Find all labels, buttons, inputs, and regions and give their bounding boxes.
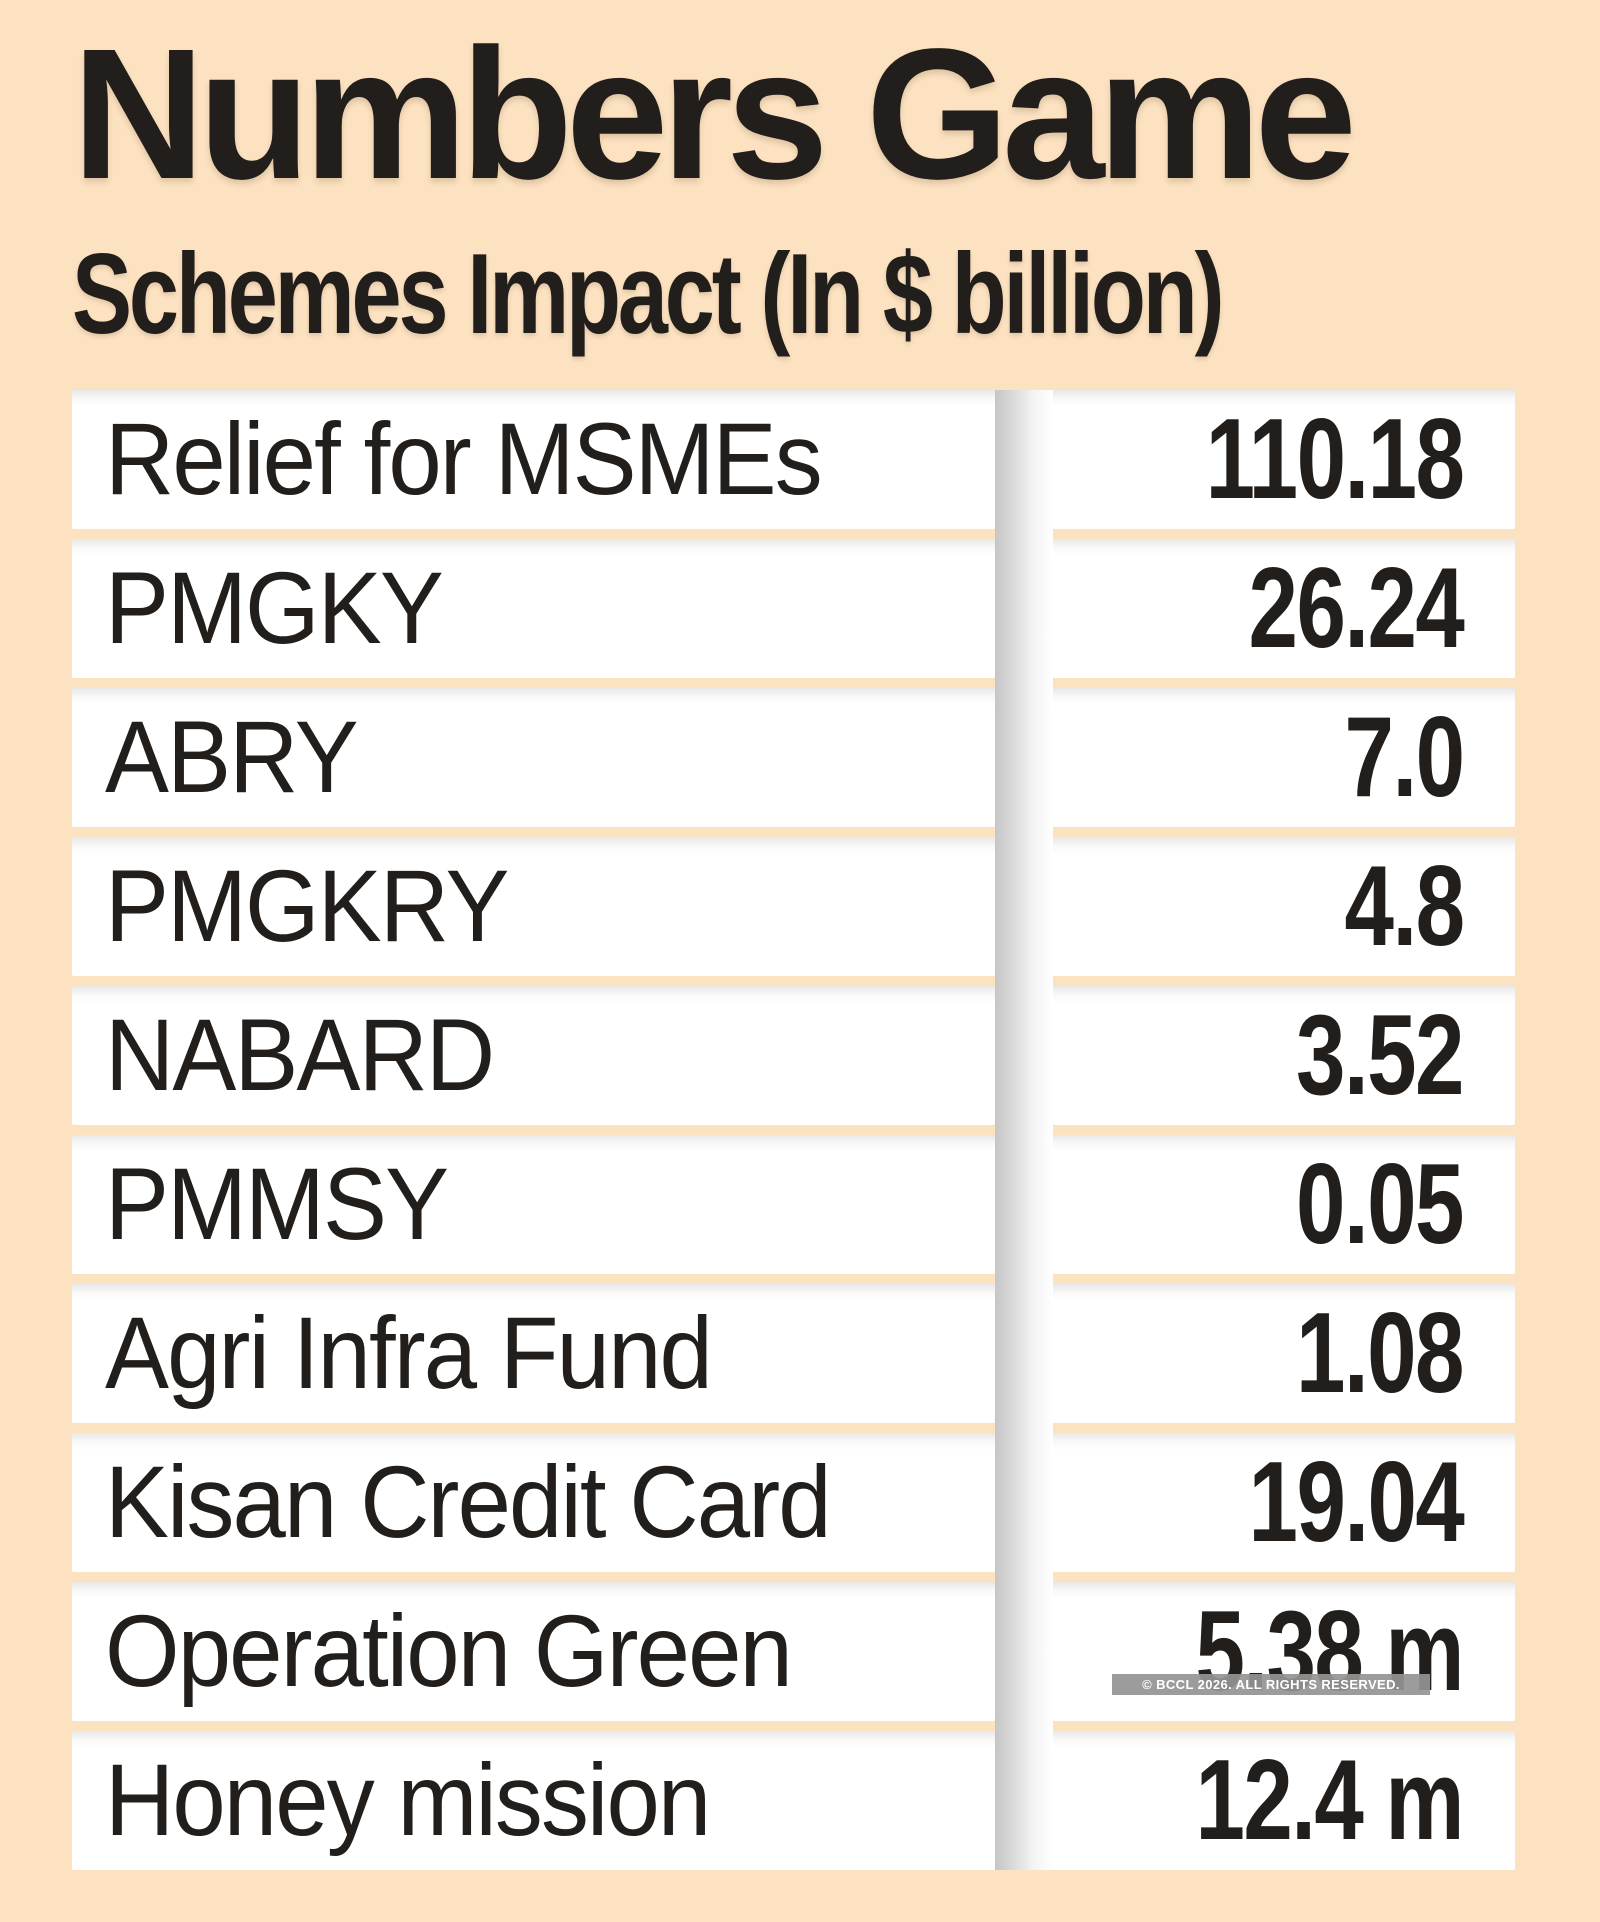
scheme-value-cell: 5.38 m [1053, 1582, 1515, 1721]
scheme-label: Honey mission [105, 1743, 711, 1857]
table-row: NABARD 3.52 [72, 986, 1515, 1125]
scheme-label-cell: NABARD [72, 986, 995, 1125]
scheme-label-cell: PMGKRY [72, 837, 995, 976]
column-gap [995, 1582, 1053, 1721]
scheme-value-cell: 26.24 [1053, 539, 1515, 678]
scheme-value: 12.4 m [1195, 1737, 1465, 1864]
column-gap [995, 688, 1053, 827]
scheme-value: 4.8 [1344, 843, 1465, 970]
scheme-value-cell: 12.4 m [1053, 1731, 1515, 1870]
scheme-value-cell: 19.04 [1053, 1433, 1515, 1572]
scheme-label-cell: ABRY [72, 688, 995, 827]
scheme-value: 26.24 [1248, 545, 1464, 672]
scheme-label-cell: PMMSY [72, 1135, 995, 1274]
scheme-label-cell: Honey mission [72, 1731, 995, 1870]
column-divider-stripe [995, 390, 1053, 1870]
scheme-label: Agri Infra Fund [105, 1296, 713, 1410]
column-gap [995, 539, 1053, 678]
column-gap [995, 986, 1053, 1125]
table-row: Kisan Credit Card 19.04 [72, 1433, 1515, 1572]
scheme-label: ABRY [105, 700, 359, 814]
scheme-label: NABARD [105, 998, 495, 1112]
schemes-table: Relief for MSMEs 110.18 PMGKY 26.24 ABRY… [72, 390, 1515, 1870]
scheme-label-cell: Agri Infra Fund [72, 1284, 995, 1423]
page-title: Numbers Game [72, 11, 1357, 218]
table-row: PMGKY 26.24 [72, 539, 1515, 678]
scheme-label: Operation Green [105, 1594, 793, 1708]
scheme-value: 0.05 [1296, 1141, 1464, 1268]
scheme-value-cell: 4.8 [1053, 837, 1515, 976]
scheme-value-cell: 0.05 [1053, 1135, 1515, 1274]
scheme-label: PMMSY [105, 1147, 449, 1261]
scheme-label-cell: Kisan Credit Card [72, 1433, 995, 1572]
table-row: PMMSY 0.05 [72, 1135, 1515, 1274]
scheme-value: 110.18 [1205, 396, 1464, 523]
table-row: Agri Infra Fund 1.08 [72, 1284, 1515, 1423]
scheme-label-cell: Relief for MSMEs [72, 390, 995, 529]
scheme-label: PMGKRY [105, 849, 509, 963]
scheme-value-cell: 3.52 [1053, 986, 1515, 1125]
table-row: Honey mission 12.4 m [72, 1731, 1515, 1870]
column-gap [995, 1433, 1053, 1572]
scheme-value: 19.04 [1248, 1439, 1464, 1566]
column-gap [995, 837, 1053, 976]
page-subtitle: Schemes Impact (In $ billion) [72, 231, 1225, 358]
scheme-label-cell: PMGKY [72, 539, 995, 678]
scheme-value: 7.0 [1344, 694, 1465, 821]
scheme-label-cell: Operation Green [72, 1582, 995, 1721]
scheme-value-cell: 110.18 [1053, 390, 1515, 529]
table-row: PMGKRY 4.8 [72, 837, 1515, 976]
scheme-label: Relief for MSMEs [105, 402, 823, 516]
scheme-value: 1.08 [1296, 1290, 1464, 1417]
bccl-watermark: © BCCL 2026. ALL RIGHTS RESERVED. [1112, 1674, 1430, 1695]
scheme-value: 3.52 [1296, 992, 1464, 1119]
watermark-text: © BCCL 2026. ALL RIGHTS RESERVED. [1142, 1677, 1400, 1692]
column-gap [995, 390, 1053, 529]
table-row: Relief for MSMEs 110.18 [72, 390, 1515, 529]
schemes-table-rows: Relief for MSMEs 110.18 PMGKY 26.24 ABRY… [72, 390, 1515, 1870]
scheme-value-cell: 7.0 [1053, 688, 1515, 827]
scheme-value: 5.38 m [1195, 1588, 1465, 1715]
column-gap [995, 1135, 1053, 1274]
table-row: Operation Green 5.38 m [72, 1582, 1515, 1721]
scheme-label: PMGKY [105, 551, 444, 665]
column-gap [995, 1731, 1053, 1870]
scheme-label: Kisan Credit Card [105, 1445, 832, 1559]
table-row: ABRY 7.0 [72, 688, 1515, 827]
scheme-value-cell: 1.08 [1053, 1284, 1515, 1423]
column-gap [995, 1284, 1053, 1423]
